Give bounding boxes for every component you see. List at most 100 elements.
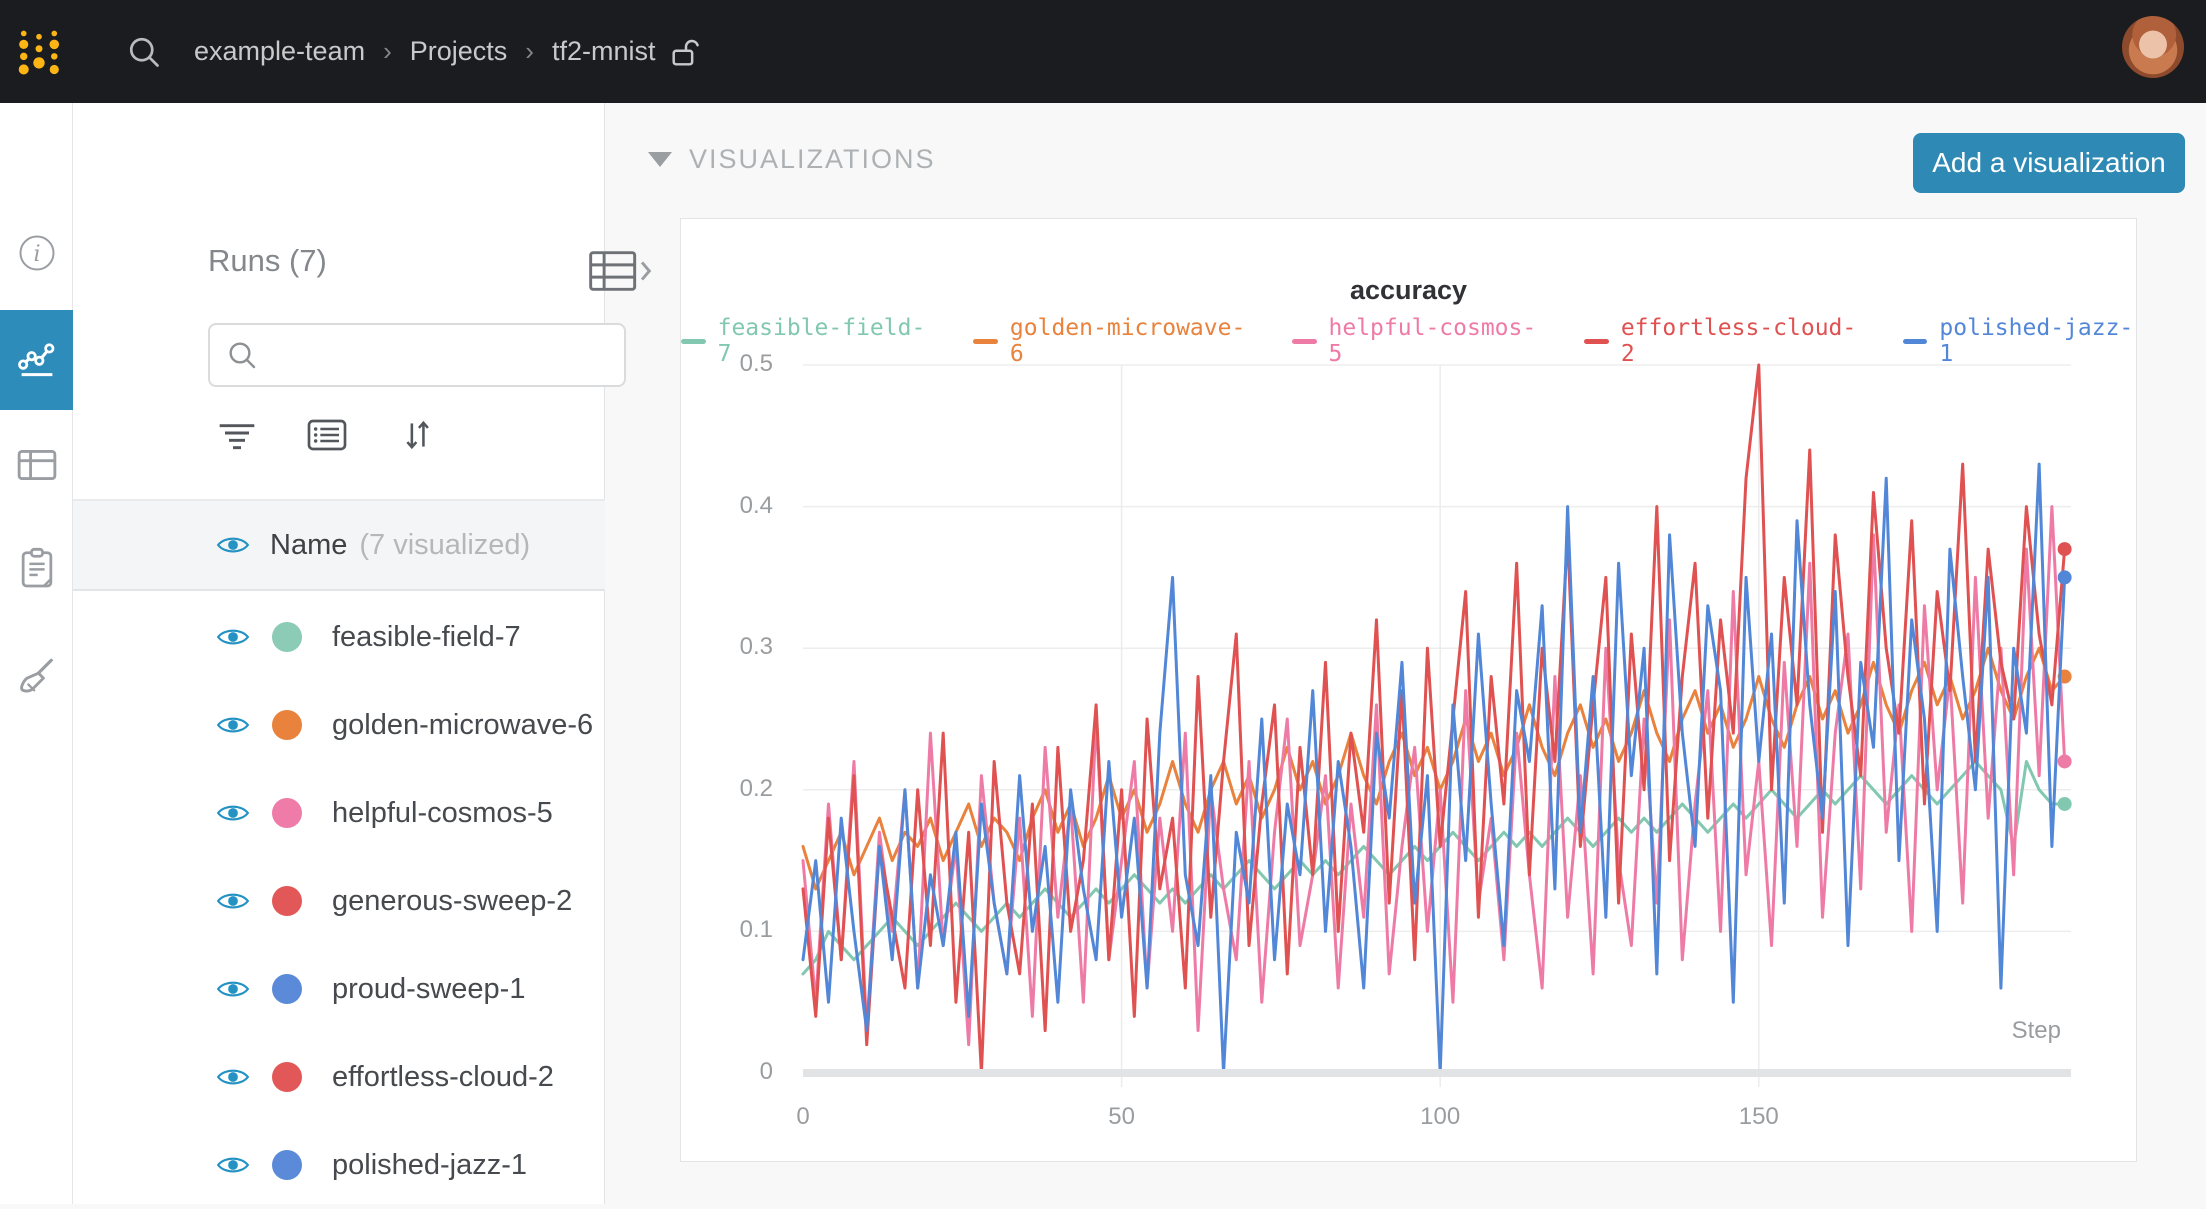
run-name[interactable]: feasible-field-7	[332, 621, 521, 654]
run-name[interactable]: effortless-cloud-2	[332, 1061, 554, 1094]
filter-button[interactable]	[215, 413, 259, 457]
legend-color-dash	[1292, 339, 1317, 344]
y-axis-tick: 0.2	[681, 775, 773, 803]
eye-icon[interactable]	[216, 977, 250, 1001]
left-icon-rail: i	[0, 103, 73, 1204]
eye-icon[interactable]	[216, 533, 250, 557]
eye-icon[interactable]	[216, 713, 250, 737]
list-icon	[307, 418, 347, 452]
broom-icon	[17, 656, 57, 696]
legend-item[interactable]: golden-microwave-6	[973, 315, 1246, 367]
run-row[interactable]: helpful-cosmos-5	[73, 769, 605, 857]
chart-legend: feasible-field-7 golden-microwave-6 help…	[681, 315, 2136, 367]
filter-icon	[217, 419, 257, 451]
sort-icon	[399, 417, 435, 453]
y-axis-tick: 0.1	[681, 916, 773, 944]
rail-item-info[interactable]: i	[0, 203, 73, 303]
info-icon: i	[18, 234, 56, 272]
breadcrumb-projects[interactable]: Projects	[410, 36, 508, 67]
y-axis-tick: 0	[681, 1058, 773, 1086]
eye-icon[interactable]	[216, 625, 250, 649]
legend-color-dash	[1903, 339, 1928, 344]
legend-color-dash	[681, 339, 706, 344]
runs-panel-title: Runs (7)	[208, 243, 327, 279]
run-color-dot	[272, 886, 302, 916]
eye-icon[interactable]	[216, 801, 250, 825]
runs-panel: Runs (7)	[73, 103, 605, 1204]
svg-text:i: i	[33, 242, 40, 267]
run-row[interactable]: generous-sweep-2	[73, 857, 605, 945]
section-title: VISUALIZATIONS	[689, 144, 936, 175]
add-visualization-button[interactable]: Add a visualization	[1913, 133, 2185, 193]
x-axis-tick: 50	[1082, 1103, 1162, 1131]
section-collapse-icon[interactable]	[648, 152, 672, 167]
run-name[interactable]: polished-jazz-1	[332, 1149, 527, 1182]
accuracy-chart-panel[interactable]: accuracy feasible-field-7 golden-microwa…	[680, 218, 2137, 1162]
run-name[interactable]: golden-microwave-6	[332, 709, 593, 742]
runs-table-expand-icon[interactable]	[585, 249, 655, 293]
eye-icon[interactable]	[216, 889, 250, 913]
run-name[interactable]: generous-sweep-2	[332, 885, 572, 918]
run-row[interactable]: polished-jazz-1	[73, 1121, 605, 1209]
lock-open-icon	[670, 36, 702, 68]
runs-list-header[interactable]: Name (7 visualized)	[73, 501, 605, 591]
legend-run-name: polished-jazz-1	[1939, 315, 2136, 367]
user-avatar[interactable]	[2122, 16, 2184, 78]
breadcrumb-separator: ›	[525, 36, 534, 67]
run-row[interactable]: proud-sweep-1	[73, 945, 605, 1033]
top-navbar: example-team › Projects › tf2-mnist	[0, 0, 2206, 103]
run-row[interactable]: golden-microwave-6	[73, 681, 605, 769]
run-color-dot	[272, 1150, 302, 1180]
run-row[interactable]: feasible-field-7	[73, 593, 605, 681]
run-name[interactable]: proud-sweep-1	[332, 973, 525, 1006]
legend-item[interactable]: polished-jazz-1	[1903, 315, 2136, 367]
chart-plot-area[interactable]	[803, 365, 2071, 1073]
x-axis-tick: 100	[1400, 1103, 1480, 1131]
run-color-dot	[272, 710, 302, 740]
y-axis-tick: 0.5	[681, 350, 773, 378]
run-color-dot	[272, 798, 302, 828]
clipboard-icon	[19, 547, 55, 589]
search-icon[interactable]	[126, 34, 162, 70]
legend-item[interactable]: helpful-cosmos-5	[1292, 315, 1538, 367]
breadcrumb-separator: ›	[383, 36, 392, 67]
sort-button[interactable]	[395, 413, 439, 457]
breadcrumb: example-team › Projects › tf2-mnist	[194, 36, 702, 68]
table-icon	[17, 448, 57, 482]
breadcrumb-project-name[interactable]: tf2-mnist	[552, 36, 656, 67]
run-color-dot	[272, 1062, 302, 1092]
eye-icon[interactable]	[216, 1065, 250, 1089]
legend-run-name: golden-microwave-6	[1010, 315, 1246, 367]
y-axis-tick: 0.3	[681, 633, 773, 661]
runs-list: feasible-field-7 golden-microwave-6 help…	[73, 593, 605, 1209]
runs-panel-toolbar	[215, 413, 439, 457]
columns-button[interactable]	[305, 413, 349, 457]
runs-search-input[interactable]	[258, 325, 640, 385]
legend-run-name: helpful-cosmos-5	[1329, 315, 1539, 367]
run-color-dot	[272, 622, 302, 652]
x-axis-tick: 150	[1719, 1103, 1799, 1131]
rail-item-table[interactable]	[0, 415, 73, 515]
runs-header-visualized-count: (7 visualized)	[359, 529, 530, 562]
runs-header-name: Name	[270, 529, 347, 562]
legend-color-dash	[973, 339, 998, 344]
wandb-logo-icon[interactable]	[18, 28, 60, 76]
search-icon	[226, 339, 258, 371]
legend-run-name: effortless-cloud-2	[1621, 315, 1857, 367]
rail-item-charts[interactable]	[0, 310, 73, 410]
run-row[interactable]: effortless-cloud-2	[73, 1033, 605, 1121]
legend-item[interactable]: effortless-cloud-2	[1584, 315, 1857, 367]
run-name[interactable]: helpful-cosmos-5	[332, 797, 553, 830]
x-axis-tick: 0	[763, 1103, 843, 1131]
line-chart-icon	[17, 340, 57, 380]
rail-item-notes[interactable]	[0, 518, 73, 618]
rail-item-sweeps[interactable]	[0, 626, 73, 726]
breadcrumb-team[interactable]: example-team	[194, 36, 365, 67]
run-color-dot	[272, 974, 302, 1004]
legend-color-dash	[1584, 339, 1609, 344]
x-axis-label: Step	[1861, 1017, 2061, 1045]
x-axis-line	[803, 1069, 2071, 1077]
eye-icon[interactable]	[216, 1153, 250, 1177]
y-axis-tick: 0.4	[681, 492, 773, 520]
runs-search-box	[208, 323, 626, 387]
